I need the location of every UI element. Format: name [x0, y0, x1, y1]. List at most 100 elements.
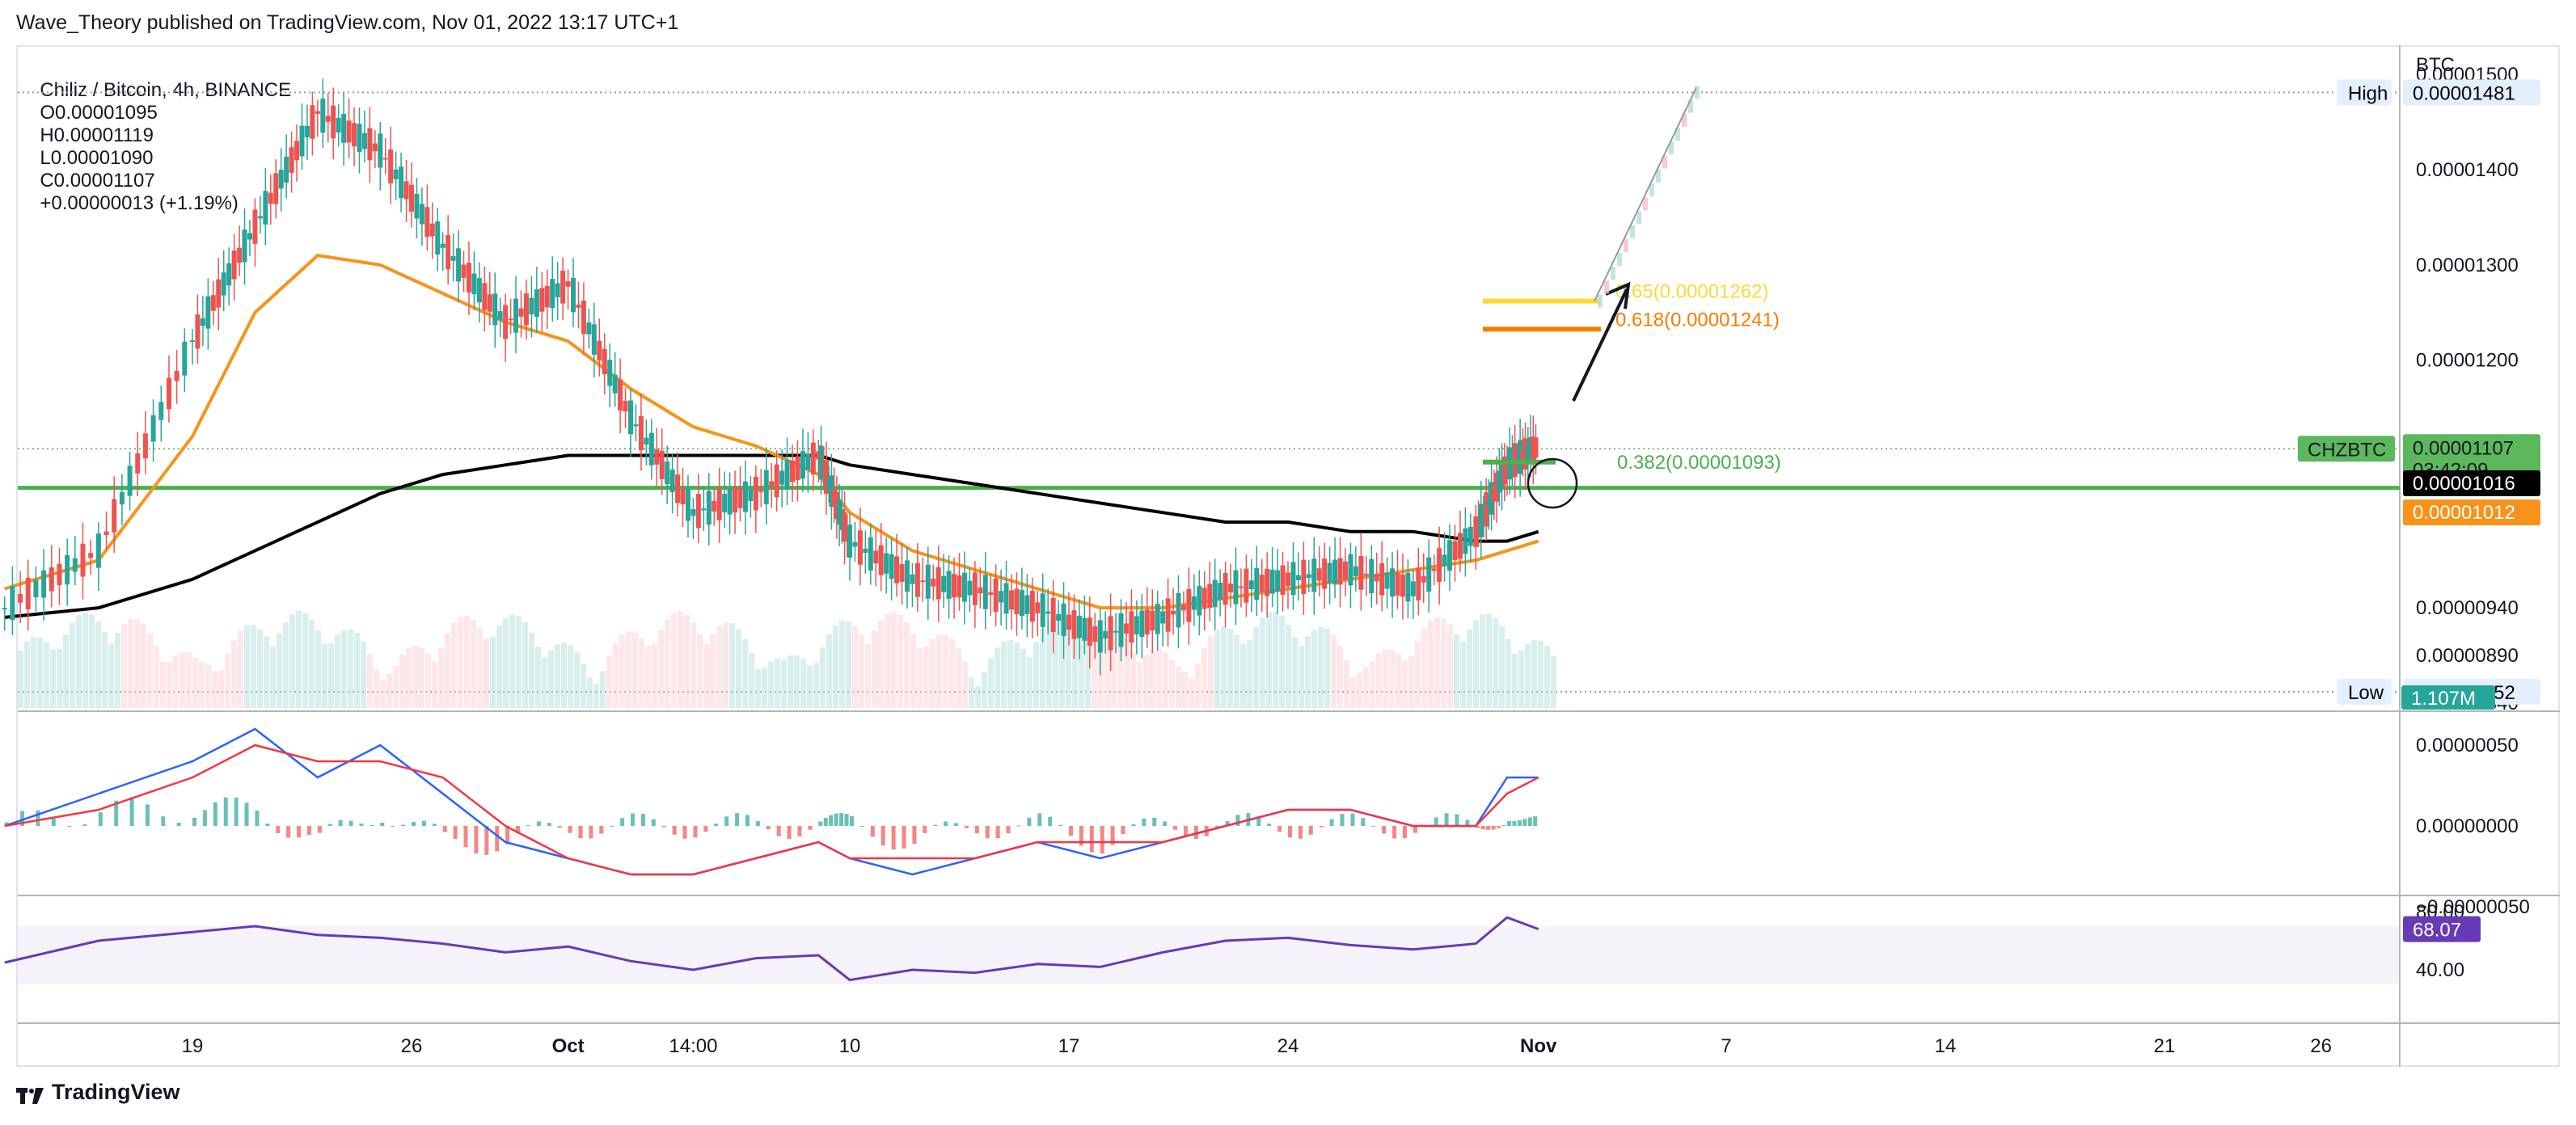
macd-histogram-bar	[599, 826, 604, 834]
candle-body	[829, 475, 834, 508]
candle-body	[263, 191, 268, 225]
macd-histogram-bar	[192, 817, 196, 826]
candle-body	[784, 460, 790, 490]
time-tick-label: 26	[401, 1035, 423, 1057]
volume-bar	[555, 644, 560, 708]
candle-body	[1180, 605, 1186, 611]
volume-bar	[186, 652, 192, 708]
candle-body	[174, 371, 179, 381]
candle-body	[1139, 610, 1145, 638]
volume-bar	[613, 643, 619, 708]
candle-body	[1316, 568, 1322, 581]
volume-bar	[341, 630, 347, 708]
macd-histogram-bar	[474, 826, 479, 853]
macd-histogram-bar	[1533, 816, 1538, 826]
candle-body	[529, 297, 534, 315]
ma50-line	[4, 254, 1539, 610]
macd-histogram-bar	[36, 810, 40, 826]
macd-histogram-bar	[244, 803, 249, 826]
crossover-circle	[1527, 457, 1578, 509]
macd-histogram-bar	[412, 822, 416, 826]
macd-histogram-bar	[1371, 825, 1376, 827]
candle-body	[758, 488, 764, 492]
candle-body	[1029, 591, 1035, 622]
volume-bar	[652, 643, 657, 708]
macd-histogram-bar	[234, 797, 239, 826]
volume-bar	[962, 661, 968, 708]
volume-bar	[768, 661, 774, 708]
macd-histogram-bar	[1193, 826, 1198, 839]
candle-body	[231, 250, 237, 280]
volume-bar	[1111, 619, 1117, 708]
volume-bar	[218, 670, 224, 708]
projected-candle	[1662, 155, 1667, 169]
candle-body	[103, 531, 109, 536]
candle-body	[1223, 572, 1228, 605]
candle-body	[1171, 610, 1176, 615]
candle-body	[315, 111, 320, 114]
macd-histogram-bar	[98, 812, 103, 826]
macd-histogram-bar	[1142, 818, 1147, 826]
volume-bar	[309, 619, 315, 708]
candle-body	[941, 575, 947, 592]
candle-body	[446, 234, 451, 270]
legend-close: C0.00001107	[40, 170, 155, 192]
volume-bar	[1441, 618, 1446, 708]
volume-bar	[723, 622, 728, 708]
candle-body	[795, 456, 800, 480]
volume-bar	[490, 636, 496, 708]
volume-bar	[1525, 643, 1531, 708]
macd-histogram-bar	[145, 804, 150, 826]
macd-histogram-bar	[745, 815, 750, 826]
candle-body	[1207, 584, 1213, 609]
candle-body	[1056, 613, 1062, 621]
volume-bar	[348, 629, 353, 708]
candle-body	[1410, 581, 1416, 596]
legend-symbol[interactable]: Chiliz / Bitcoin, 4h, BINANCE	[40, 79, 292, 101]
candle-body	[1499, 464, 1505, 488]
price-tick-label: 0.00001400	[2416, 159, 2519, 181]
candle-body	[1390, 568, 1396, 597]
volume-bar	[1428, 620, 1434, 708]
volume-bar	[826, 634, 832, 708]
volume-bar	[251, 625, 256, 708]
volume-bar	[697, 634, 703, 708]
candle-body	[920, 580, 926, 583]
candle-body	[680, 489, 686, 505]
volume-bar	[464, 616, 470, 708]
chart-canvas[interactable]: BTC 0.00001400 0.00001300 0.00001200 0.00000…	[0, 0, 2576, 1067]
candle-body	[899, 563, 905, 582]
volume-bar	[108, 643, 114, 708]
candle-body	[1186, 588, 1192, 622]
macd-histogram-bar	[755, 821, 760, 826]
candle-body	[1520, 450, 1526, 461]
macd-histogram-bar	[610, 825, 614, 827]
volume-bar	[535, 647, 541, 708]
volume-bar	[833, 625, 838, 708]
volume-bar	[386, 673, 392, 708]
volume-bar	[380, 680, 386, 708]
candle-body	[1442, 554, 1447, 567]
candle-body	[1092, 626, 1098, 643]
macd-tick-label: 0.00000050	[2416, 735, 2519, 756]
volume-bar	[690, 622, 696, 708]
candle-body	[665, 461, 670, 485]
macd-histogram-bar	[1131, 824, 1136, 826]
candle-body	[388, 149, 394, 183]
candle-body	[1522, 438, 1528, 470]
candle-body	[476, 278, 482, 303]
candle-body	[414, 193, 420, 219]
volume-bar	[1066, 618, 1071, 708]
candle-body	[166, 377, 171, 410]
macd-histogram-bar	[1298, 826, 1303, 839]
tradingview-logo[interactable]: TradingView	[16, 1080, 180, 1105]
time-tick-label: 21	[2154, 1035, 2176, 1057]
macd-histogram-bar	[1163, 821, 1168, 826]
macd-histogram-bar	[974, 826, 979, 834]
volume-bar	[393, 665, 399, 708]
volume-bar	[600, 671, 606, 708]
candle-body	[669, 469, 675, 492]
candle-body	[1497, 470, 1502, 493]
volume-bar	[289, 614, 295, 708]
candle-body	[847, 525, 852, 558]
